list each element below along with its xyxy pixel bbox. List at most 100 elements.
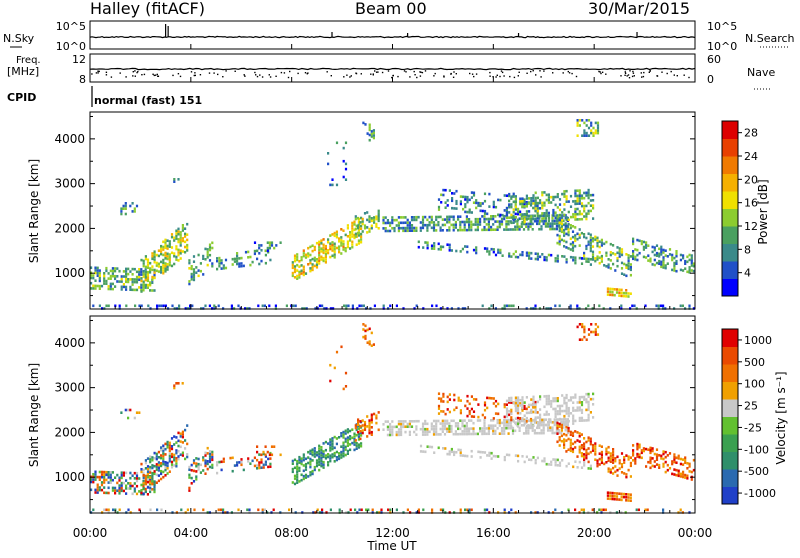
echo-cell <box>435 427 438 431</box>
echo-cell <box>344 167 348 171</box>
echo-cell <box>594 238 597 241</box>
echo-cell <box>545 394 548 398</box>
echo-cell <box>109 481 112 484</box>
echo-cell <box>415 229 418 232</box>
echo-cell <box>391 431 394 434</box>
echo-cell <box>120 489 123 493</box>
echo-cell <box>466 250 469 254</box>
echo-cell <box>585 260 588 263</box>
echo-cell <box>120 207 123 210</box>
echo-cell <box>364 329 367 333</box>
echo-cell <box>507 418 510 422</box>
echo-cell <box>131 474 134 477</box>
echo-cell <box>142 492 145 495</box>
echo-cell <box>457 424 460 428</box>
echo-cell <box>184 250 187 254</box>
echo-cell <box>514 401 517 405</box>
echo-cell <box>122 481 125 485</box>
echo-cell <box>208 457 212 461</box>
echo-cell <box>177 178 180 181</box>
echo-cell <box>370 135 373 138</box>
echo-cell <box>129 408 132 412</box>
echo-cell <box>359 221 362 224</box>
echo-cell <box>173 252 176 255</box>
echo-cell <box>521 220 524 224</box>
echo-cell <box>561 394 564 397</box>
echo-cell <box>264 445 267 448</box>
echo-cell <box>262 452 265 456</box>
echo-cell <box>188 282 191 286</box>
echo-cell <box>315 464 319 468</box>
echo-cell <box>587 194 590 197</box>
echo-cell <box>618 461 621 465</box>
echo-cell <box>190 463 193 467</box>
echo-cell <box>607 467 610 470</box>
echo-cell <box>437 397 441 400</box>
echo-cell <box>551 217 554 220</box>
echo-cell <box>536 201 539 205</box>
nave-point <box>598 70 600 73</box>
echo-cell <box>510 255 513 258</box>
colorbar-tick-label: 16 <box>744 197 758 210</box>
echo-cell <box>682 475 685 479</box>
echo-cell <box>208 460 212 464</box>
echo-cell <box>370 421 373 424</box>
echo-cell <box>569 449 572 453</box>
echo-cell <box>594 442 597 445</box>
echo-cell <box>562 426 565 429</box>
noise-series-line <box>89 35 696 39</box>
echo-cell <box>410 224 414 227</box>
echo-cell <box>646 508 649 512</box>
echo-cell <box>505 222 508 226</box>
echo-cell <box>622 495 625 499</box>
echo-cell <box>594 323 597 326</box>
echo-cell <box>138 286 141 289</box>
echo-cell <box>351 235 354 238</box>
echo-cell <box>151 289 154 292</box>
echo-cell <box>662 462 665 466</box>
echo-cell <box>351 232 354 236</box>
echo-cell <box>609 452 612 455</box>
echo-cell <box>162 245 165 249</box>
echo-cell <box>111 269 114 273</box>
echo-cell <box>164 270 167 273</box>
echo-cell <box>151 257 154 261</box>
echo-cell <box>181 237 184 240</box>
echo-cell <box>520 214 523 218</box>
echo-cell <box>571 243 575 247</box>
echo-cell <box>553 219 556 223</box>
echo-cell <box>315 451 319 454</box>
echo-cell <box>603 264 606 267</box>
echo-cell <box>111 489 114 492</box>
echo-cell <box>569 430 572 434</box>
echo-cell <box>424 433 427 436</box>
echo-cell <box>552 397 555 400</box>
echo-cell <box>428 445 431 449</box>
echo-cell <box>309 261 312 265</box>
echo-cell <box>521 205 524 208</box>
echo-cell <box>651 447 654 450</box>
echo-cell <box>149 481 152 485</box>
echo-cell <box>532 398 535 401</box>
echo-cell <box>585 454 588 457</box>
echo-cell <box>311 448 314 451</box>
echo-cell <box>217 304 220 308</box>
echo-cell <box>300 462 303 466</box>
echo-cell <box>344 440 347 443</box>
echo-cell <box>555 227 558 231</box>
echo-cell <box>457 448 460 452</box>
echo-cell <box>677 474 680 478</box>
echo-cell <box>686 260 689 264</box>
echo-cell <box>309 253 312 257</box>
echo-cell <box>109 282 112 286</box>
echo-cell <box>351 229 354 233</box>
echo-cell <box>494 455 498 458</box>
echo-cell <box>90 266 93 269</box>
echo-cell <box>574 396 577 399</box>
echo-cell <box>351 224 354 227</box>
nave-point <box>287 76 290 79</box>
echo-cell <box>470 427 473 430</box>
nave-point <box>643 71 645 74</box>
echo-cell <box>688 462 691 466</box>
